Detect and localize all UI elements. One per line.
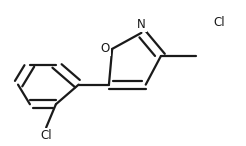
Text: N: N	[137, 18, 146, 31]
Text: Cl: Cl	[40, 129, 52, 142]
Text: O: O	[101, 42, 110, 55]
Text: Cl: Cl	[214, 16, 225, 29]
